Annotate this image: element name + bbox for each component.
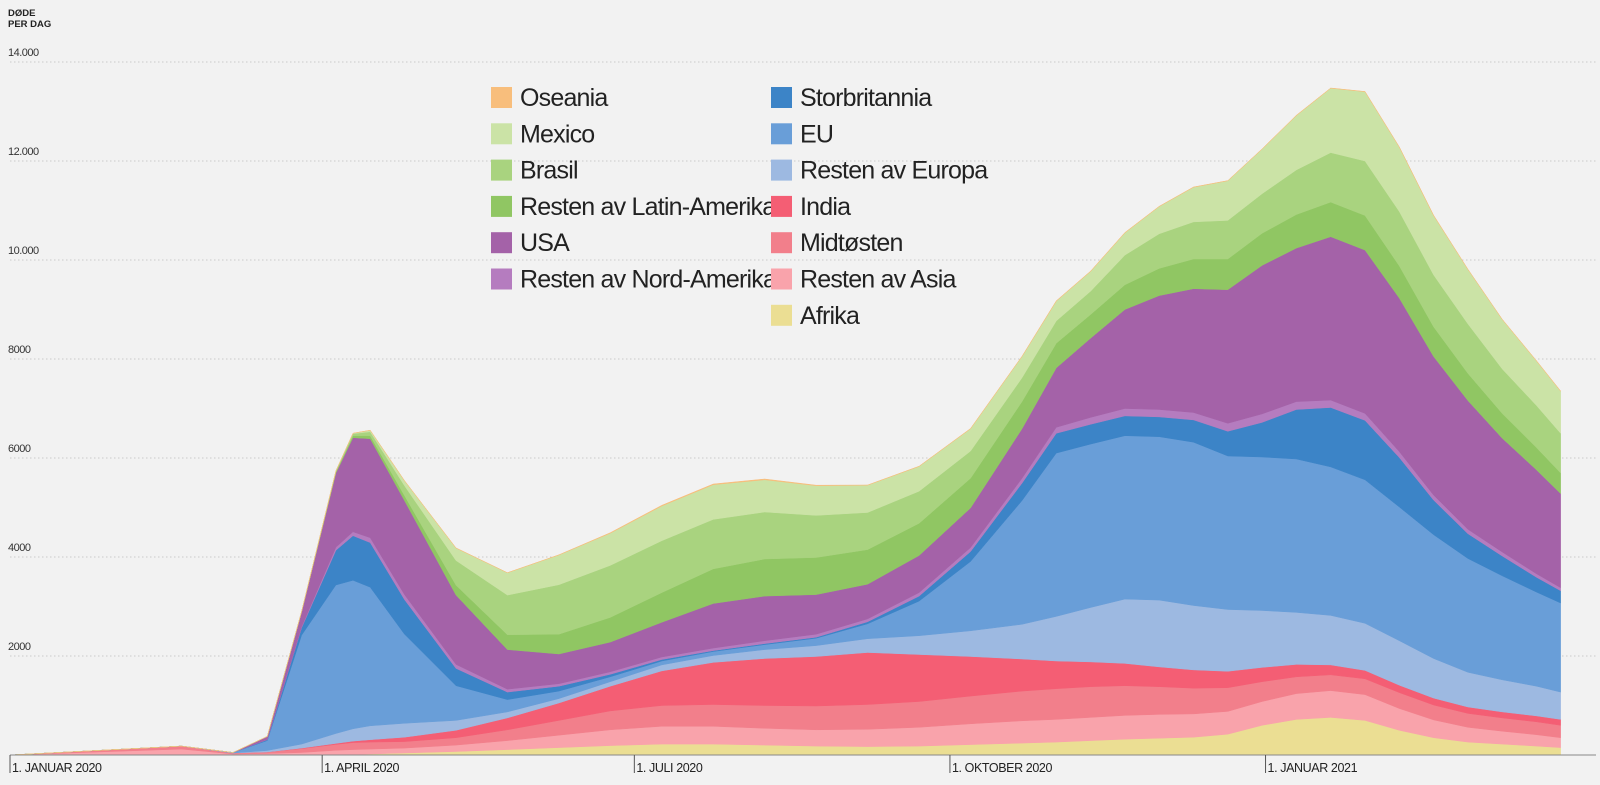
y-tick-label: 4000 <box>8 542 31 554</box>
legend-swatch <box>771 87 792 108</box>
legend-swatch <box>771 268 792 290</box>
y-tick-label: 8000 <box>8 344 31 356</box>
legend-label: Resten av Nord-Amerika <box>520 266 777 294</box>
x-axis: 1. JANUAR 2020 1. APRIL 2020 1. JULI 2020 1… <box>9 754 1596 775</box>
area-oseania <box>9 87 1561 756</box>
legend-swatch <box>491 123 512 145</box>
legend-label: Resten av Latin-Amerika <box>520 193 776 221</box>
legend-label: Afrika <box>800 302 860 330</box>
legend-swatch <box>491 87 512 108</box>
legend-swatch <box>771 159 792 181</box>
y-tick-label: 14.000 <box>8 47 39 59</box>
legend-swatch <box>491 159 512 181</box>
legend-swatch <box>491 195 512 217</box>
legend-label: Mexico <box>520 120 594 148</box>
y-axis-title-line1: DØDE <box>8 8 35 19</box>
legend-label: Storbritannia <box>800 84 932 112</box>
legend-label: Resten av Europa <box>800 157 988 185</box>
area-series <box>9 87 1561 756</box>
legend-swatch <box>771 195 792 217</box>
legend-label: Midtøsten <box>800 229 903 257</box>
y-tick-label: 2000 <box>8 641 31 653</box>
legend-swatch <box>771 123 792 145</box>
legend-swatch <box>771 232 792 254</box>
legend-label: India <box>800 193 851 221</box>
legend-label: EU <box>800 120 833 148</box>
legend-label: Oseania <box>520 84 608 112</box>
x-tick-label: 1. JANUAR 2021 <box>1268 761 1358 775</box>
y-tick-label: 10.000 <box>8 245 39 257</box>
x-tick-label: 1. JANUAR 2020 <box>12 761 102 775</box>
legend-swatch <box>491 268 512 290</box>
y-axis-title-line2: PER DAG <box>8 19 51 30</box>
legend-label: Brasil <box>520 157 578 185</box>
legend-label: USA <box>520 229 570 257</box>
y-tick-label: 6000 <box>8 443 31 455</box>
x-tick-label: 1. OKTOBER 2020 <box>952 761 1053 775</box>
x-tick-label: 1. APRIL 2020 <box>324 761 399 775</box>
legend-swatch <box>491 232 512 254</box>
legend: Oseania Mexico Brasil Resten av Latin-Ameri… <box>491 84 989 330</box>
x-tick-label: 1. JULI 2020 <box>636 761 703 775</box>
y-tick-label: 12.000 <box>8 146 39 158</box>
y-axis: DØDE PER DAG 2000 4000 6000 8000 10.000 12.00… <box>8 8 51 653</box>
legend-label: Resten av Asia <box>800 266 956 294</box>
legend-swatch <box>771 304 792 326</box>
